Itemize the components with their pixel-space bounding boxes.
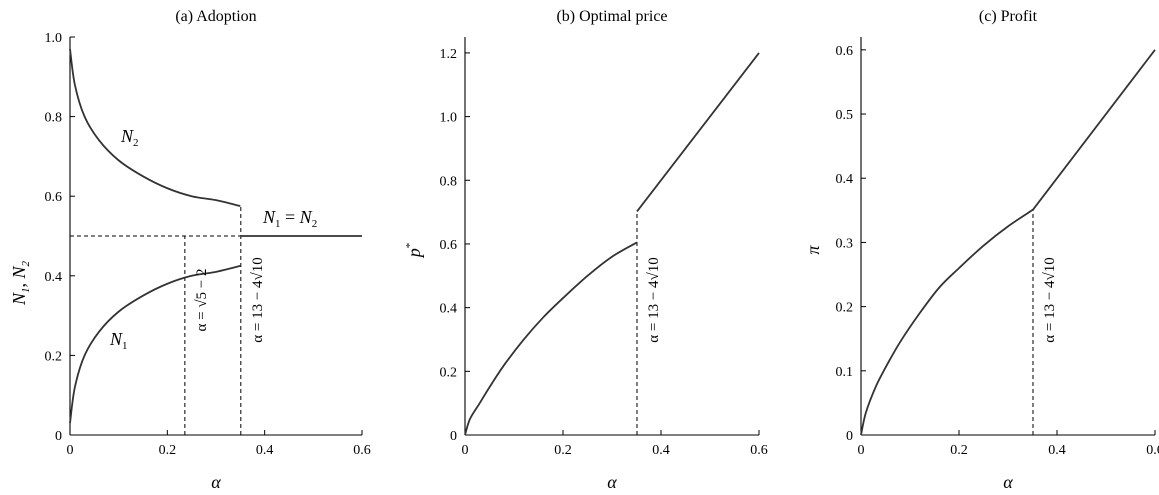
y-tick-label: 0.4 xyxy=(440,302,458,317)
y-tick-label: 1.0 xyxy=(45,31,63,46)
y-tick-label: 0.1 xyxy=(836,365,854,380)
alpha-threshold-annotation: α = 13 − 4√10 xyxy=(1042,257,1058,343)
panel-b-ylabel: p* xyxy=(404,243,424,260)
y-tick-label: 0.2 xyxy=(45,349,63,364)
label-n1-eq-n2: N1 = N2 xyxy=(262,207,317,230)
y-tick-label: 1.0 xyxy=(440,111,458,126)
panel-a-title: (a) Adoption xyxy=(175,8,256,25)
y-tick-label: 1.2 xyxy=(440,47,458,62)
y-tick-label: 0.2 xyxy=(836,301,854,316)
y-tick-label: 0.2 xyxy=(440,365,458,380)
alpha-threshold-annotation: α = 13 − 4√10 xyxy=(250,257,266,343)
y-tick-label: 0.4 xyxy=(45,270,63,285)
label-n1: N1 xyxy=(109,329,128,352)
label-n2: N2 xyxy=(120,126,139,149)
y-tick-label: 0 xyxy=(846,429,853,444)
y-tick-label: 0.8 xyxy=(45,111,63,126)
y-tick-label: 0.8 xyxy=(440,174,458,189)
y-tick-label: 0.6 xyxy=(45,190,63,205)
ylabel-part-4: 2 xyxy=(20,260,32,266)
x-tick-label: 0 xyxy=(67,443,74,458)
panel-c-ylabel: π xyxy=(803,245,823,255)
x-tick-label: 0.4 xyxy=(1048,443,1066,458)
x-tick-label: 0.2 xyxy=(159,443,177,458)
y-tick-label: 0.4 xyxy=(836,172,854,187)
series-line-0 xyxy=(69,48,241,208)
series-line-1 xyxy=(69,264,241,424)
panel-c-title: (c) Profit xyxy=(979,8,1038,25)
x-tick-label: 0.6 xyxy=(353,443,371,458)
ylabel-part-2: , xyxy=(9,279,29,288)
ylabel-part-3: N xyxy=(9,266,29,280)
x-tick-label: 0.2 xyxy=(950,443,968,458)
panel-a-ylabel: N1, N2 xyxy=(9,260,32,306)
panel-b-xlabel: α xyxy=(607,472,617,492)
x-tick-label: 0 xyxy=(858,443,865,458)
adoption-panel: (a) Adoption N1, N2 α N2 N1 N1 = N2 0 0.2… xyxy=(9,8,371,492)
series-line-1 xyxy=(1032,49,1156,211)
optimal-price-panel: (b) Optimal price p* α 0 0.2 0.4 0.6 0 0.2 0.4… xyxy=(404,8,768,492)
y-tick-label: 0.6 xyxy=(836,44,854,59)
alpha-threshold-annotation: α = √5 − 2 xyxy=(194,268,210,331)
x-tick-label: 0.2 xyxy=(554,443,572,458)
alpha-threshold-annotation: α = 13 − 4√10 xyxy=(646,257,662,343)
y-tick-label: 0.6 xyxy=(440,238,458,253)
x-tick-label: 0.6 xyxy=(750,443,768,458)
series-line-0 xyxy=(860,208,1034,436)
y-tick-label: 0 xyxy=(450,429,457,444)
panel-b-title: (b) Optimal price xyxy=(556,8,667,25)
x-tick-label: 0.6 xyxy=(1146,443,1159,458)
ylabel-part-0: N xyxy=(9,292,29,306)
series-line-1 xyxy=(636,52,760,213)
x-tick-label: 0.4 xyxy=(256,443,274,458)
y-tick-label: 0.3 xyxy=(836,236,854,251)
ylabel-part-1: 1 xyxy=(20,288,32,294)
series-line-0 xyxy=(464,241,638,436)
y-tick-label: 0.5 xyxy=(836,108,854,123)
x-tick-label: 0 xyxy=(462,443,469,458)
panel-c-xlabel: α xyxy=(1003,472,1013,492)
y-tick-label: 0 xyxy=(55,429,62,444)
panel-a-xlabel: α xyxy=(211,472,221,492)
x-tick-label: 0.4 xyxy=(652,443,670,458)
profit-panel: (c) Profit π α 0 0.2 0.4 0.6 0 0.1 0.2 0.3 0.4 0.… xyxy=(803,8,1159,492)
